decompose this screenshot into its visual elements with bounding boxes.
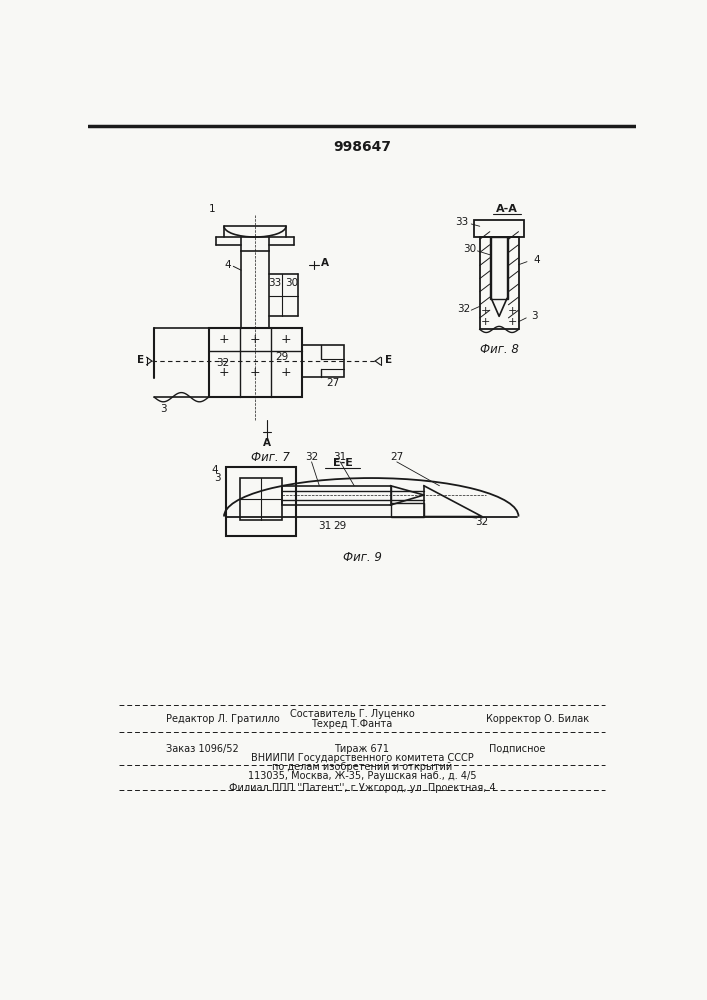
Text: +: + [481,317,491,327]
Text: +: + [508,306,517,316]
Text: +: + [218,366,229,379]
Text: Техред Т.Фанта: Техред Т.Фанта [311,719,392,729]
Text: Е: Е [136,355,144,365]
Text: 3: 3 [214,473,221,483]
Text: 31: 31 [334,452,347,462]
Text: +: + [281,366,291,379]
Text: 33: 33 [455,217,469,227]
Text: 1: 1 [209,204,216,214]
Bar [474,220,524,237]
Text: А: А [321,258,329,268]
Text: А: А [262,438,271,448]
Text: +: + [250,366,260,379]
Text: Филиал ППП ''Патент'', г.Ужгород, ул. Проектная, 4: Филиал ППП ''Патент'', г.Ужгород, ул. Пр… [228,783,496,793]
Text: 32: 32 [457,304,471,314]
Text: +: + [218,333,229,346]
Text: +: + [281,333,291,346]
Text: 33: 33 [268,278,281,288]
Text: Фиг. 9: Фиг. 9 [342,551,381,564]
Text: 3: 3 [531,311,537,321]
Bar [301,345,344,377]
Text: 31: 31 [318,521,332,531]
Text: Фиг. 7: Фиг. 7 [251,451,290,464]
Bar [282,486,391,505]
Text: Е: Е [385,355,392,365]
Bar [226,466,296,536]
Text: Фиг. 8: Фиг. 8 [479,343,518,356]
Text: 32: 32 [216,358,229,368]
Text: ВНИИПИ Государственного комитета СССР: ВНИИПИ Государственного комитета СССР [250,753,473,763]
Text: Подписное: Подписное [489,744,546,754]
Text: 30: 30 [285,278,298,288]
Text: Редактор Л. Гратилло: Редактор Л. Гратилло [166,714,280,724]
Text: 27: 27 [326,378,339,388]
Bar [240,478,282,520]
Text: 4: 4 [211,465,218,475]
Text: 998647: 998647 [333,140,391,154]
Bar [480,237,518,329]
Text: 29: 29 [334,521,347,531]
Text: 3: 3 [160,404,167,414]
Text: Корректор О. Билак: Корректор О. Билак [486,714,590,724]
Text: 29: 29 [276,352,288,362]
Text: 32: 32 [475,517,489,527]
Text: Е-Е: Е-Е [332,458,353,468]
Text: 4: 4 [533,255,539,265]
Bar [391,503,424,517]
Text: 27: 27 [390,452,404,462]
Text: +: + [481,306,491,316]
Text: Тираж 671: Тираж 671 [334,744,390,754]
Text: Заказ 1096/52: Заказ 1096/52 [166,744,239,754]
Text: 32: 32 [305,452,318,462]
Text: 30: 30 [463,244,477,254]
Text: +: + [508,317,517,327]
Text: А-А: А-А [496,204,518,214]
Text: 4: 4 [225,260,231,270]
Text: по делам изобретений и открытий: по делам изобретений и открытий [271,762,452,772]
Text: +: + [250,333,260,346]
Text: 113035, Москва, Ж-35, Раушская наб., д. 4/5: 113035, Москва, Ж-35, Раушская наб., д. … [247,771,477,781]
Bar [209,328,301,397]
Text: Составитель Г. Луценко: Составитель Г. Луценко [289,709,414,719]
Bar [490,237,508,299]
